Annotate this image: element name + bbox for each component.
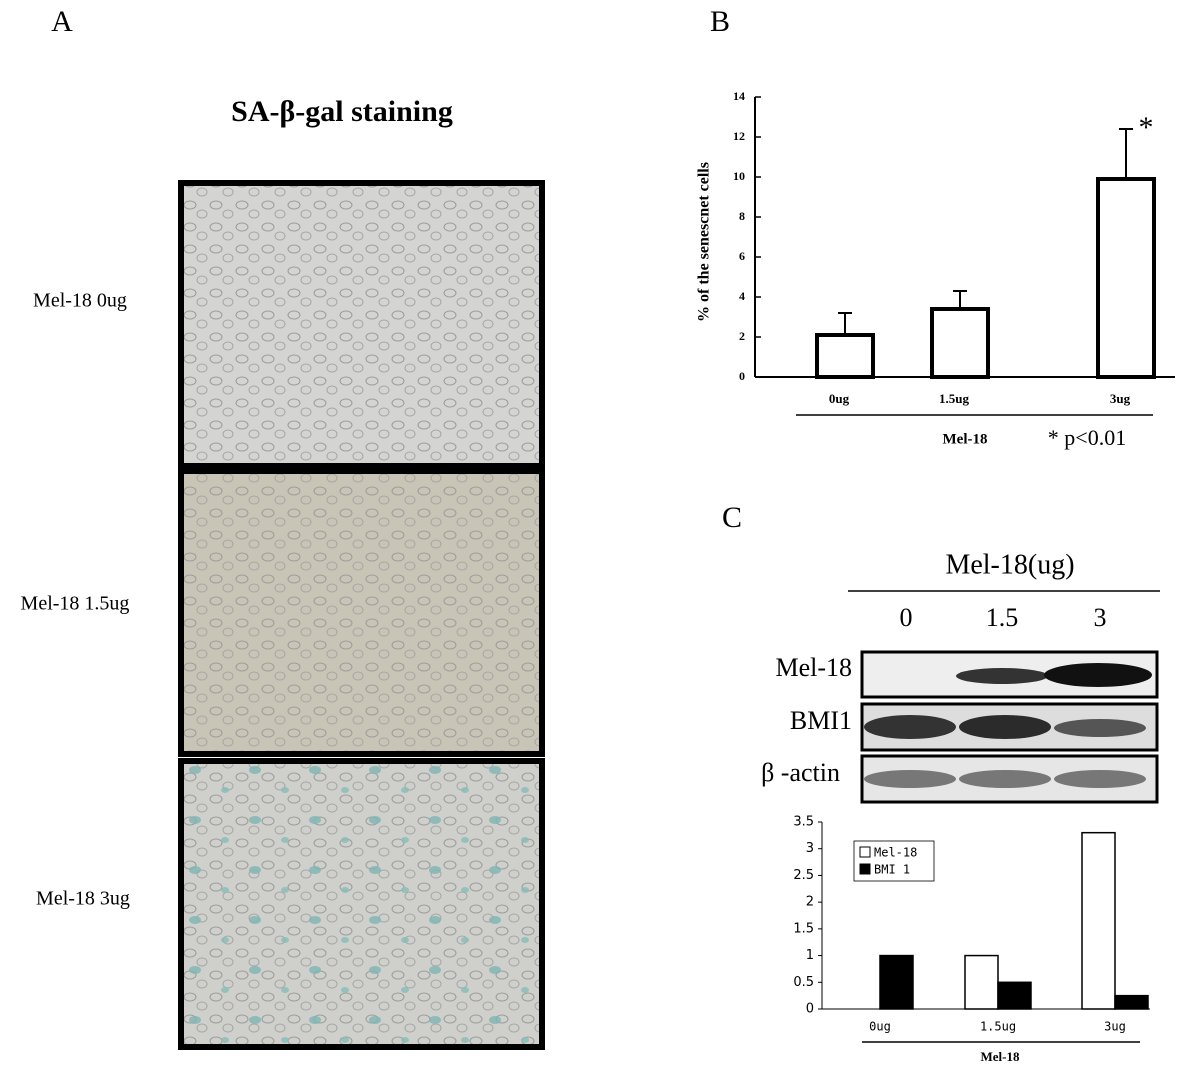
y-tick-label: 12: [733, 129, 745, 143]
bar: [964, 954, 999, 1010]
bar: [879, 954, 914, 1010]
bar: [930, 307, 990, 379]
micrograph: [178, 468, 545, 757]
panel-label: A: [51, 5, 73, 38]
y-tick-label: 0: [806, 1002, 814, 1017]
blot-strip: [860, 650, 1159, 699]
bar: [997, 981, 1032, 1010]
x-tick-label: 0ug: [829, 391, 850, 406]
bar: [1081, 831, 1116, 1010]
y-tick-label: 10: [733, 169, 745, 183]
bar: [815, 333, 875, 379]
y-tick-label: 3: [806, 841, 814, 856]
y-tick-label: 2: [739, 329, 745, 343]
y-tick-label: 0: [739, 369, 745, 383]
x-tick-label: 0ug: [869, 1020, 891, 1034]
legend-label: Mel-18: [874, 846, 917, 860]
blot-row-label: BMI1: [790, 706, 852, 735]
y-axis-label: % of the senescnet cells: [696, 162, 713, 322]
bar: [1114, 994, 1149, 1010]
significance-marker: *: [1139, 111, 1154, 144]
y-tick-label: 1: [806, 948, 814, 963]
legend-swatch: [859, 863, 871, 875]
lane-label: 1.5: [986, 603, 1019, 632]
blot-row-label: β -actin: [761, 758, 840, 787]
y-tick-label: 8: [739, 209, 745, 223]
panel-label: B: [710, 5, 730, 38]
x-tick-label: 1.5ug: [939, 391, 969, 406]
y-tick-label: 2.5: [793, 868, 814, 883]
blot-strip: [860, 754, 1159, 804]
y-tick-label: 2: [806, 895, 814, 910]
y-tick-label: 6: [739, 249, 745, 263]
bar: [1096, 177, 1156, 379]
x-tick-label: 3ug: [1104, 1020, 1126, 1034]
micrograph: [178, 180, 545, 469]
y-tick-label: 14: [733, 89, 745, 103]
y-tick-label: 4: [739, 289, 745, 303]
x-tick-label: 3ug: [1110, 391, 1131, 406]
legend-swatch: [859, 846, 871, 858]
blot-title: Mel-18(ug): [945, 549, 1074, 580]
panel-title: SA-β-gal staining: [231, 95, 453, 128]
x-tick-label: 1.5ug: [980, 1020, 1016, 1034]
legend-label: BMI 1: [874, 863, 910, 877]
row-label: Mel-18 0ug: [33, 290, 127, 312]
row-label: Mel-18 1.5ug: [21, 593, 130, 615]
lane-label: 3: [1094, 603, 1107, 632]
y-tick-label: 1.5: [793, 921, 814, 936]
y-tick-label: 0.5: [793, 975, 814, 990]
blot-strip: [860, 702, 1159, 752]
y-tick-label: 3.5: [793, 815, 814, 830]
annotation: * p<0.01: [1048, 425, 1126, 450]
lane-label: 0: [900, 603, 913, 632]
x-axis-label: Mel-18: [943, 431, 988, 447]
micrograph: [178, 758, 545, 1050]
row-label: Mel-18 3ug: [36, 888, 130, 910]
x-axis-label: Mel-18: [981, 1049, 1020, 1064]
panel-label: C: [722, 501, 742, 534]
blot-row-label: Mel-18: [775, 653, 852, 682]
